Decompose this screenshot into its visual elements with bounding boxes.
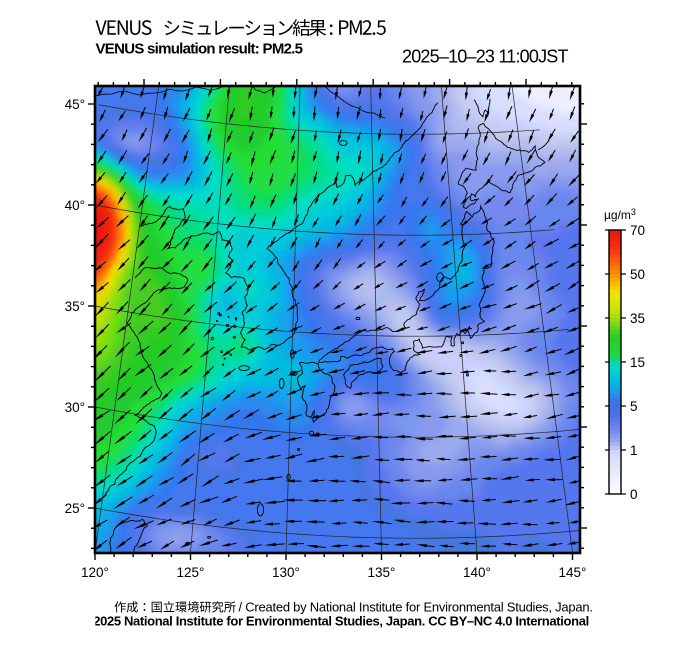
svg-text:/ Created by National Institut: / Created by National Institute for Envi… [239, 600, 594, 615]
svg-text:140°: 140° [463, 565, 491, 580]
svg-text:45°: 45° [65, 97, 85, 112]
svg-text:2025 National Institute for En: 2025 National Institute for Environmenta… [93, 614, 589, 629]
svg-text:135°: 135° [368, 565, 396, 580]
svg-text:125°: 125° [177, 565, 205, 580]
svg-text:30°: 30° [65, 400, 85, 415]
svg-text:40°: 40° [65, 198, 85, 213]
svg-text:145°: 145° [559, 565, 587, 580]
svg-text:1: 1 [630, 443, 638, 458]
svg-text:35: 35 [630, 311, 645, 326]
svg-text:15: 15 [630, 355, 645, 370]
svg-text:130°: 130° [272, 565, 300, 580]
svg-text:50: 50 [630, 267, 645, 282]
svg-text:2025–10–23 11:00JST: 2025–10–23 11:00JST [402, 47, 569, 67]
svg-text:VENUS simulation result: PM2.5: VENUS simulation result: PM2.5 [96, 41, 304, 58]
svg-text:5: 5 [630, 399, 638, 414]
svg-text:120°: 120° [81, 565, 109, 580]
svg-text:70: 70 [630, 223, 645, 238]
svg-text:µg/m3: µg/m3 [604, 207, 636, 222]
svg-text:25°: 25° [65, 501, 85, 516]
svg-text:35°: 35° [65, 299, 85, 314]
svg-text:0: 0 [630, 487, 638, 502]
